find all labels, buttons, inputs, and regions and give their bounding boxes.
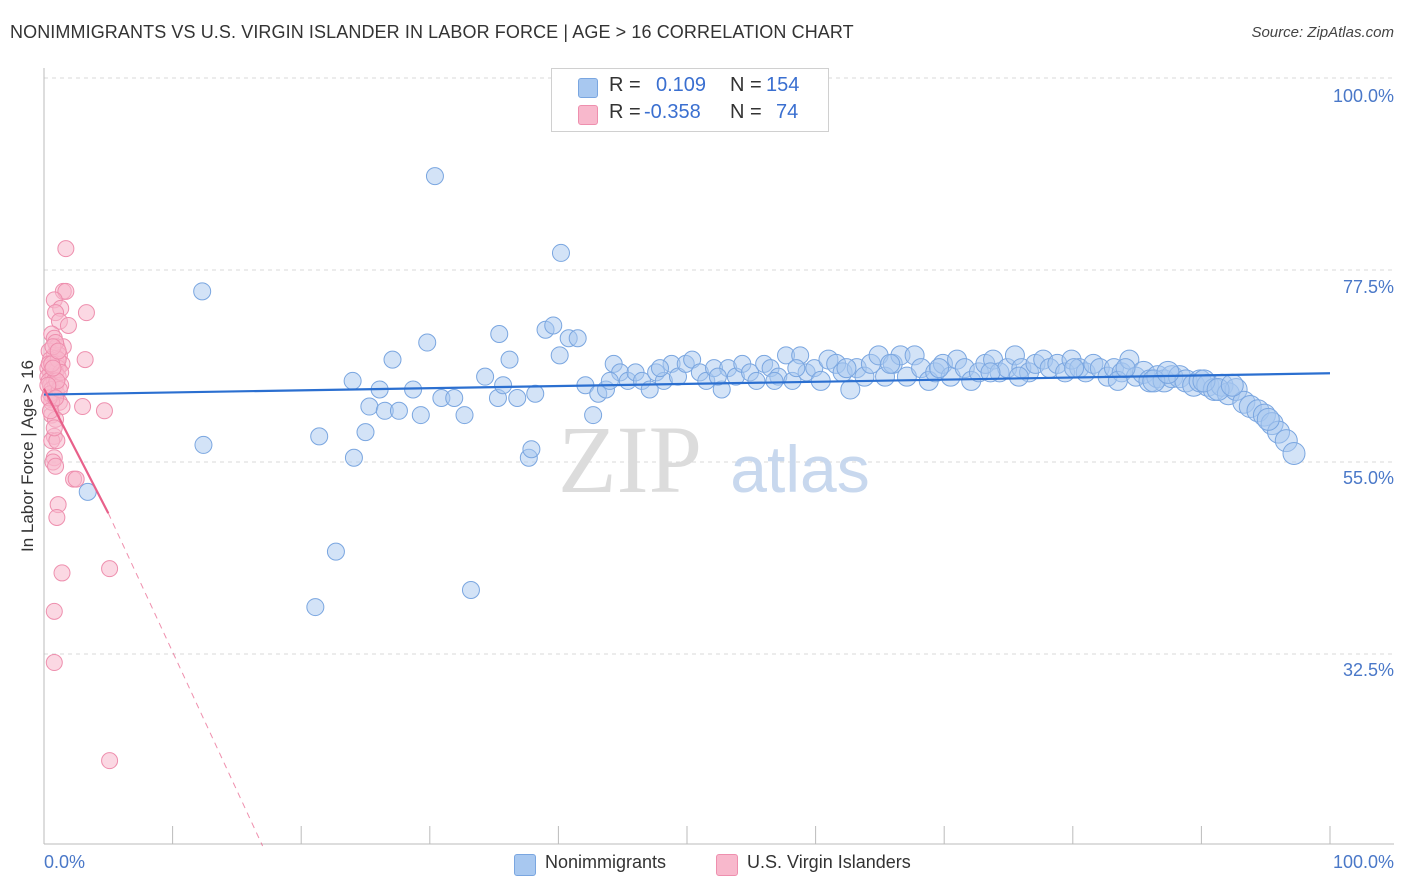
correlation-legend: R = 0.109 N = 154 R = -0.358 N = 74 [551, 68, 829, 132]
axes [43, 68, 1394, 845]
virgin-islanders-point [53, 564, 71, 582]
nonimmigrants-point [544, 316, 563, 335]
virgin-islanders-point [57, 240, 75, 258]
nonimmigrants-point [193, 282, 212, 301]
legend-r-label: R = [609, 74, 641, 96]
nonimmigrants-point [1115, 358, 1136, 379]
virgin-islanders-point [45, 602, 63, 620]
virgin-islanders-point [77, 304, 95, 322]
nonimmigrants-point [389, 401, 408, 420]
virgin-islanders-point [45, 419, 63, 437]
virgin-islanders-point [101, 752, 119, 770]
nonimmigrants-point [1282, 441, 1306, 465]
nonimmigrants-point [508, 389, 527, 407]
virgin-islanders-trend-extension [107, 512, 264, 847]
nonimmigrants-point [418, 333, 437, 352]
nonimmigrants-point [765, 371, 784, 390]
nonimmigrants-trend-line [43, 372, 1331, 396]
nonimmigrants-point [490, 325, 509, 343]
y-tick-label: 77.5% [1342, 277, 1394, 297]
nonimmigrants-point [326, 542, 345, 561]
trend-lines [43, 372, 1331, 847]
nonimmigrants-point [500, 350, 519, 369]
nonimmigrants-point [880, 353, 901, 374]
source-credit: Source: ZipAtlas.com [1251, 24, 1394, 41]
legend-n-label: N = [730, 74, 762, 96]
legend-swatch-blue [514, 854, 536, 876]
legend-r-value: -0.358 [644, 101, 701, 123]
nonimmigrants-point [343, 371, 362, 390]
legend-n-value: 74 [776, 101, 799, 123]
nonimmigrants-point [356, 423, 375, 442]
nonimmigrants-point [650, 359, 669, 378]
virgin-islanders-point [48, 508, 66, 526]
chart-title: NONIMMIGRANTS VS U.S. VIRGIN ISLANDER IN… [10, 22, 854, 42]
y-tick-label: 55.0% [1342, 468, 1394, 488]
nonimmigrants-point [310, 427, 329, 446]
nonimmigrants-point [476, 367, 495, 386]
nonimmigrants-point [836, 358, 857, 379]
y-axis-label: In Labor Force | Age > 16 [18, 359, 37, 553]
nonimmigrants-point [383, 350, 402, 369]
nonimmigrants-point [747, 371, 766, 390]
virgin-islanders-point [95, 402, 113, 420]
virgin-islanders-point [74, 398, 92, 416]
nonimmigrants-point [445, 389, 464, 407]
legend-label: Nonimmigrants [545, 852, 667, 872]
nonimmigrants-point [550, 346, 569, 365]
nonimmigrants-point [568, 329, 587, 348]
nonimmigrants-point [584, 406, 603, 425]
nonimmigrants-point [1256, 407, 1280, 431]
virgin-islanders-point [76, 351, 94, 369]
nonimmigrants-point [840, 379, 861, 400]
virgin-islanders-point [49, 342, 67, 360]
legend-r-value: 0.109 [656, 74, 707, 96]
virgin-islanders-point [101, 560, 119, 578]
nonimmigrants-point [1220, 373, 1244, 397]
nonimmigrants-point [551, 243, 570, 262]
nonimmigrants-point [522, 440, 541, 459]
legend-label: U.S. Virgin Islanders [747, 852, 911, 872]
nonimmigrants-point [411, 406, 430, 425]
virgin-islanders-trend-line [43, 388, 110, 514]
watermark-atlas: atlas [730, 432, 869, 506]
watermark-zip: ZIP [558, 406, 702, 513]
nonimmigrants-point [494, 376, 513, 395]
legend-n-value: 154 [766, 74, 800, 96]
x-tick-label: 0.0% [44, 852, 86, 872]
nonimmigrants-point [1064, 358, 1085, 379]
y-tick-label: 100.0% [1332, 86, 1394, 106]
virgin-islanders-point [57, 282, 75, 300]
legend-swatch-blue [578, 78, 598, 98]
legend-n-label: N = [730, 101, 762, 123]
nonimmigrants-point [194, 435, 213, 454]
nonimmigrants-point [306, 598, 325, 617]
legend-swatch-pink [578, 105, 598, 125]
virgin-islanders-point [47, 457, 65, 475]
virgin-islanders-points [39, 240, 119, 770]
virgin-islanders-point [59, 316, 77, 334]
x-tick-label: 100.0% [1332, 852, 1394, 872]
virgin-islanders-point [67, 470, 85, 488]
virgin-islanders-point [44, 359, 62, 377]
y-tick-label: 32.5% [1342, 660, 1394, 680]
nonimmigrants-point [425, 167, 444, 186]
watermark: ZIP atlas [558, 406, 870, 513]
nonimmigrants-point [600, 371, 619, 390]
legend-swatch-pink [716, 854, 738, 876]
nonimmigrants-point [526, 384, 545, 403]
nonimmigrants-point [708, 367, 727, 386]
nonimmigrants-point [980, 362, 1001, 383]
virgin-islanders-point [45, 654, 63, 672]
nonimmigrants-point [1156, 360, 1180, 384]
nonimmigrants-point [461, 581, 480, 599]
nonimmigrants-point [929, 358, 950, 379]
nonimmigrants-point [344, 448, 363, 467]
legend-r-label: R = [609, 101, 641, 123]
nonimmigrants-point [360, 397, 379, 416]
nonimmigrants-point [787, 359, 806, 378]
nonimmigrants-point [1008, 366, 1029, 387]
nonimmigrants-point [455, 406, 474, 425]
